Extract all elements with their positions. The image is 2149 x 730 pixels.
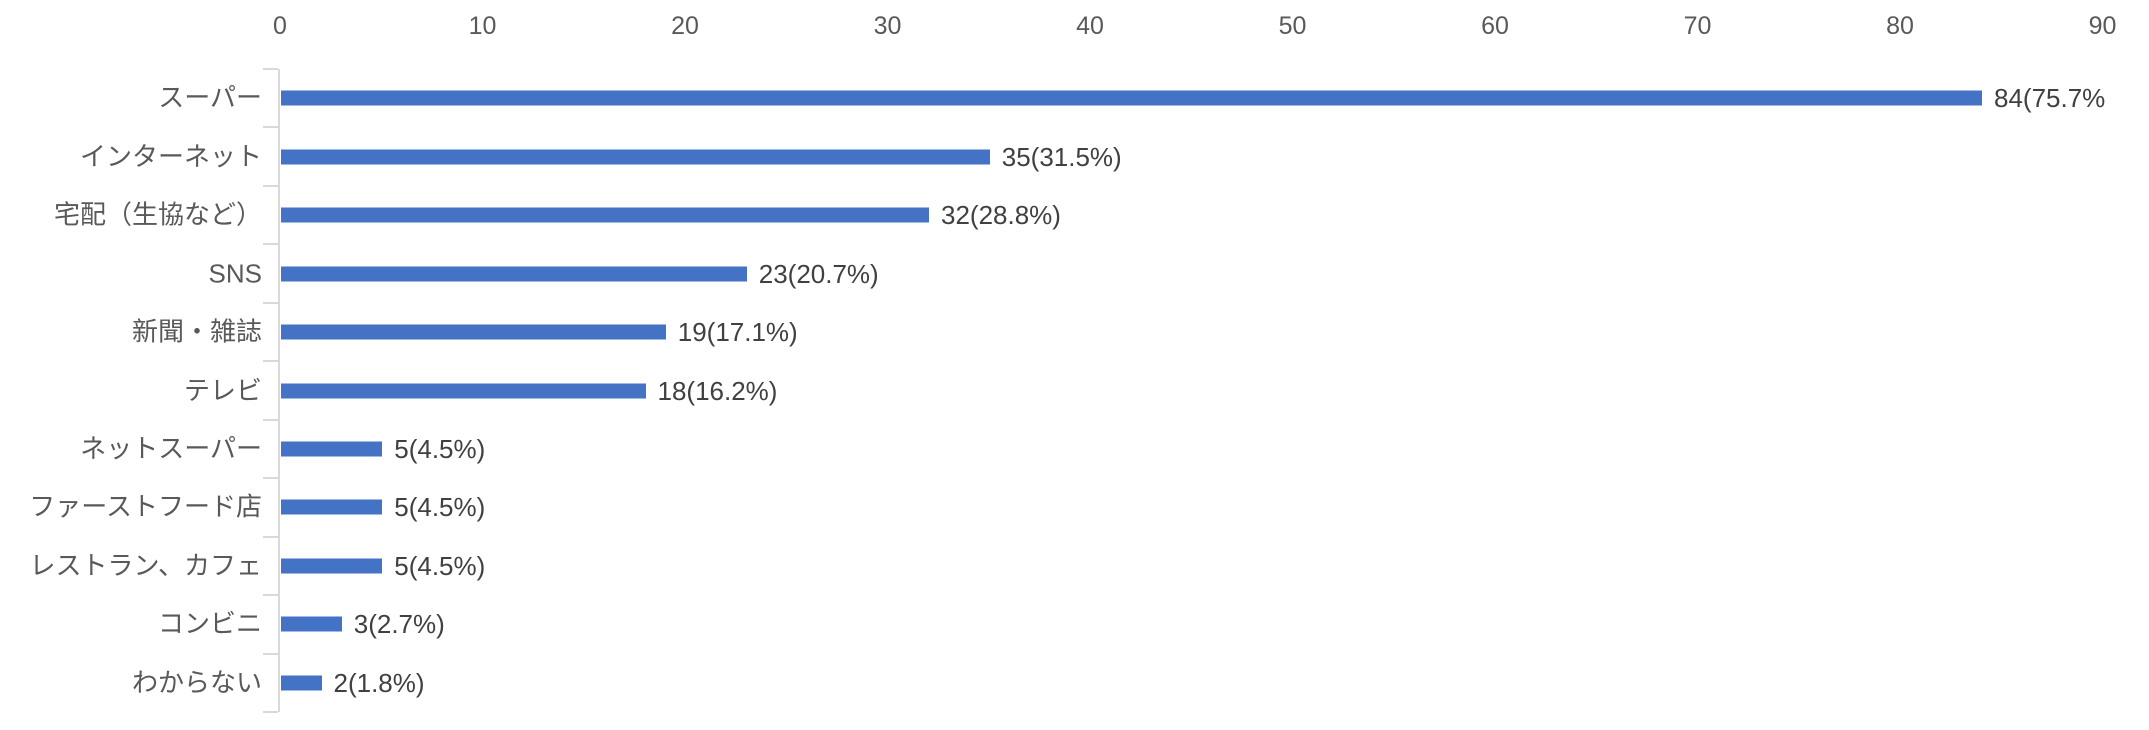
category-tick-mark <box>263 594 278 597</box>
bar <box>281 383 646 398</box>
category-label: 宅配（生協など） <box>53 199 262 230</box>
x-axis-tick-label: 0 <box>273 12 287 40</box>
bar-value-label: 32(28.8%) <box>941 200 1061 231</box>
bar <box>281 499 383 515</box>
bar <box>281 675 322 691</box>
category-label: SNS <box>208 257 262 288</box>
category-tick-mark <box>263 68 278 70</box>
category-axis-line <box>278 69 280 712</box>
category-tick-mark <box>263 535 278 538</box>
category-tick-mark <box>263 711 278 713</box>
bar-value-label: 5(4.5%) <box>394 492 486 523</box>
x-axis-tick-label: 80 <box>1886 12 1914 40</box>
bar <box>281 441 383 457</box>
bar-value-label: 18(16.2%) <box>657 375 778 406</box>
bar-value-label: 5(4.5%) <box>394 433 486 464</box>
category-tick-mark <box>263 477 278 480</box>
bar <box>281 149 990 165</box>
bar-value-label: 35(31.5%) <box>1001 141 1122 172</box>
bar-value-label: 84(75.7% <box>1994 83 2106 114</box>
x-axis-tick-label: 20 <box>671 12 699 40</box>
bar <box>281 266 747 282</box>
x-axis-tick-label: 70 <box>1683 12 1712 40</box>
x-axis-tick-label: 50 <box>1278 12 1307 40</box>
category-label: レストラン、カフェ <box>29 550 262 581</box>
bar-value-label: 19(17.1%) <box>677 317 798 348</box>
category-label: スーパー <box>158 82 262 113</box>
x-axis-tick-label: 60 <box>1481 12 1509 40</box>
category-label: インターネット <box>79 141 262 172</box>
x-axis-tick-label: 40 <box>1076 12 1104 40</box>
bar <box>281 207 929 223</box>
bar <box>281 616 342 632</box>
x-axis-tick-label: 90 <box>2088 12 2117 40</box>
category-tick-mark <box>263 301 278 304</box>
bar-value-label: 5(4.5%) <box>394 550 486 581</box>
category-label: 新聞・雑誌 <box>131 316 262 347</box>
category-tick-mark <box>263 184 278 187</box>
x-axis-tick-label: 10 <box>468 12 497 40</box>
bar <box>281 558 383 574</box>
category-label: わからない <box>131 667 262 698</box>
category-label: コンビニ <box>157 608 262 639</box>
bar-value-label: 23(20.7%) <box>758 258 879 289</box>
bar <box>281 324 666 340</box>
bar-value-label: 2(1.8%) <box>333 667 425 698</box>
x-axis-tick-label: 30 <box>873 12 902 40</box>
category-label: ファーストフード店 <box>29 491 262 522</box>
category-tick-mark <box>263 243 278 246</box>
category-tick-mark <box>263 418 278 421</box>
category-label: ネットスーパー <box>80 433 262 464</box>
category-tick-mark <box>263 126 278 129</box>
bar-value-label: 3(2.7%) <box>353 609 445 640</box>
category-label: テレビ <box>183 374 262 405</box>
category-tick-mark <box>263 360 278 363</box>
bar <box>281 90 1982 106</box>
category-tick-mark <box>263 652 278 655</box>
